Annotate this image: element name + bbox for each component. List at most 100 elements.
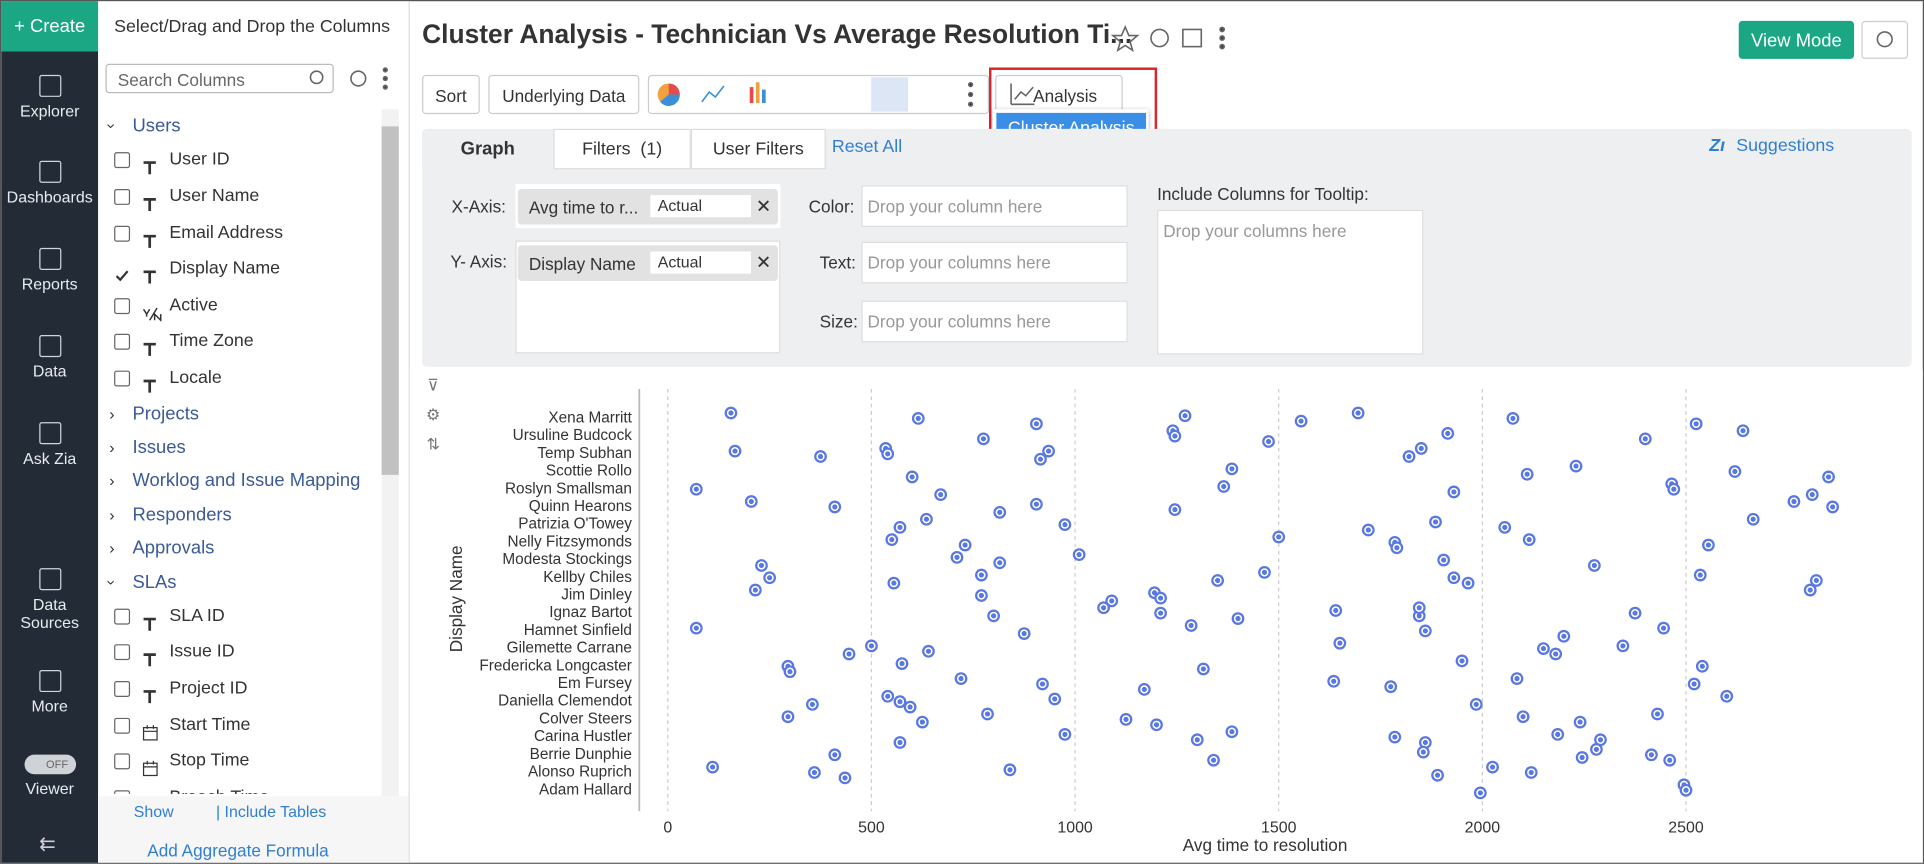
y-axis-label: Y- Axis: bbox=[450, 251, 507, 272]
checkbox[interactable] bbox=[114, 681, 131, 698]
reset-all-link[interactable]: Reset All bbox=[831, 137, 903, 158]
search-input[interactable]: Search Columns bbox=[105, 63, 334, 94]
checkbox[interactable] bbox=[114, 152, 131, 169]
size-label: Size: bbox=[819, 311, 858, 332]
checkbox[interactable] bbox=[114, 225, 131, 242]
column-row[interactable]: Active bbox=[106, 288, 378, 324]
chart-tool[interactable]: ⇅ bbox=[426, 437, 439, 454]
column-row[interactable]: User Name bbox=[106, 179, 378, 215]
table-row[interactable]: › Responders bbox=[106, 498, 378, 532]
user-filters-tab[interactable]: User Filters bbox=[690, 128, 826, 170]
point bbox=[1184, 619, 1198, 632]
nav-item[interactable]: Reports bbox=[1, 247, 98, 294]
column-row[interactable]: Stop Time bbox=[106, 744, 378, 780]
y-chip[interactable]: Display Name Actual ✕ bbox=[517, 245, 778, 281]
size-drop[interactable]: Drop your columns here bbox=[861, 300, 1128, 343]
point bbox=[806, 698, 819, 711]
tooltip-label: Include Columns for Tooltip: bbox=[1157, 184, 1369, 204]
x-remove[interactable]: ✕ bbox=[755, 196, 772, 218]
table-row[interactable]: ›Users bbox=[106, 109, 378, 143]
point bbox=[1416, 745, 1430, 759]
table-row[interactable]: › Issues bbox=[106, 431, 378, 465]
nav-icon bbox=[38, 422, 61, 445]
nav-icon bbox=[38, 669, 61, 693]
show-link[interactable]: Show bbox=[133, 802, 174, 821]
checkbox[interactable] bbox=[114, 262, 130, 282]
column-row[interactable]: Breach Time bbox=[106, 780, 378, 794]
nav-item[interactable]: OFF Viewer bbox=[1, 754, 98, 798]
checkbox[interactable] bbox=[114, 644, 131, 661]
point bbox=[1030, 497, 1043, 511]
column-row[interactable]: Start Time bbox=[106, 708, 378, 744]
tooltip-drop[interactable]: Drop your columns here bbox=[1157, 209, 1424, 355]
y-agg[interactable]: Actual bbox=[650, 251, 751, 274]
checkbox[interactable] bbox=[114, 297, 131, 314]
column-row[interactable]: Issue ID bbox=[106, 635, 378, 671]
column-row[interactable]: Time Zone bbox=[106, 324, 378, 360]
table-row[interactable]: › Approvals bbox=[106, 531, 378, 565]
nav-item[interactable]: Ask Zia bbox=[1, 422, 98, 468]
point bbox=[1573, 715, 1587, 729]
view-mode-button[interactable]: View Mode bbox=[1738, 20, 1855, 59]
viewer-toggle[interactable]: OFF bbox=[23, 754, 76, 775]
point bbox=[1594, 733, 1607, 747]
graph-tab[interactable]: Graph bbox=[422, 128, 554, 170]
checkbox[interactable] bbox=[114, 188, 131, 205]
point bbox=[1822, 470, 1835, 484]
table-row[interactable]: › Projects bbox=[106, 397, 378, 431]
point bbox=[1294, 414, 1308, 428]
nav-item[interactable]: Explorer bbox=[1, 74, 98, 120]
checkbox[interactable] bbox=[114, 753, 131, 770]
nav-item[interactable]: Data bbox=[1, 334, 98, 381]
table-name: Projects bbox=[132, 403, 200, 424]
nav-item[interactable]: More bbox=[1, 669, 98, 715]
column-row[interactable]: User ID bbox=[106, 143, 378, 179]
scrollbar[interactable] bbox=[381, 109, 399, 797]
text-drop[interactable]: Drop your columns here bbox=[861, 241, 1128, 284]
y-tick-label: Kellby Chiles bbox=[543, 569, 632, 586]
column-name: Locale bbox=[169, 368, 222, 388]
chart-type-group[interactable] bbox=[647, 74, 989, 115]
checkbox[interactable] bbox=[114, 334, 131, 351]
expand-icon: › bbox=[109, 538, 115, 558]
checkbox[interactable] bbox=[114, 790, 131, 794]
create-button[interactable]: + Create bbox=[1, 1, 99, 52]
suggestions-link[interactable]: Zı Suggestions bbox=[1709, 136, 1835, 156]
column-row[interactable]: Locale bbox=[106, 361, 378, 397]
table-name: SLAs bbox=[132, 571, 177, 593]
column-row[interactable]: Display Name bbox=[106, 252, 378, 288]
include-tables-link[interactable]: | Include Tables bbox=[215, 802, 327, 821]
aggregate-link[interactable]: Add Aggregate Formula bbox=[147, 840, 329, 861]
table-row[interactable]: › Worklog and Issue Mapping bbox=[106, 464, 378, 498]
column-row[interactable]: Email Address bbox=[106, 215, 378, 251]
checkbox[interactable] bbox=[114, 608, 131, 625]
x-agg[interactable]: Actual bbox=[650, 195, 751, 218]
nav-label: Reports bbox=[21, 274, 78, 294]
nav-item[interactable]: Dashboards bbox=[1, 160, 98, 206]
chart-tool[interactable]: ⚙ bbox=[426, 407, 440, 424]
checkbox[interactable] bbox=[114, 370, 131, 387]
point bbox=[1097, 601, 1110, 615]
point bbox=[1549, 647, 1563, 661]
sort-button[interactable]: Sort bbox=[422, 74, 480, 115]
table-row[interactable]: ›SLAs bbox=[106, 565, 378, 599]
underlying-data-button[interactable]: Underlying Data bbox=[488, 74, 640, 115]
settings-button[interactable] bbox=[1861, 20, 1909, 59]
chart-tool[interactable]: ⊽ bbox=[427, 378, 439, 395]
nav-label: Data bbox=[32, 361, 67, 381]
x-chip[interactable]: Avg time to r... Actual ✕ bbox=[517, 188, 778, 225]
y-remove[interactable]: ✕ bbox=[755, 252, 772, 274]
column-row[interactable]: Project ID bbox=[106, 671, 378, 707]
color-drop[interactable]: Drop your column here bbox=[861, 185, 1128, 228]
point bbox=[1217, 480, 1231, 493]
filters-tab[interactable]: Filters (1) bbox=[553, 128, 691, 170]
table-name: Worklog and Issue Mapping bbox=[132, 470, 361, 492]
y-axis-title: Display Name bbox=[446, 545, 466, 652]
column-row[interactable]: SLA ID bbox=[106, 599, 378, 635]
checkbox[interactable] bbox=[114, 717, 131, 734]
point bbox=[1137, 683, 1151, 696]
nav-item[interactable]: Data Sources bbox=[1, 568, 98, 632]
analysis-button[interactable]: Analysis bbox=[995, 74, 1123, 115]
collapse-icon[interactable]: ⇇ bbox=[39, 834, 56, 856]
